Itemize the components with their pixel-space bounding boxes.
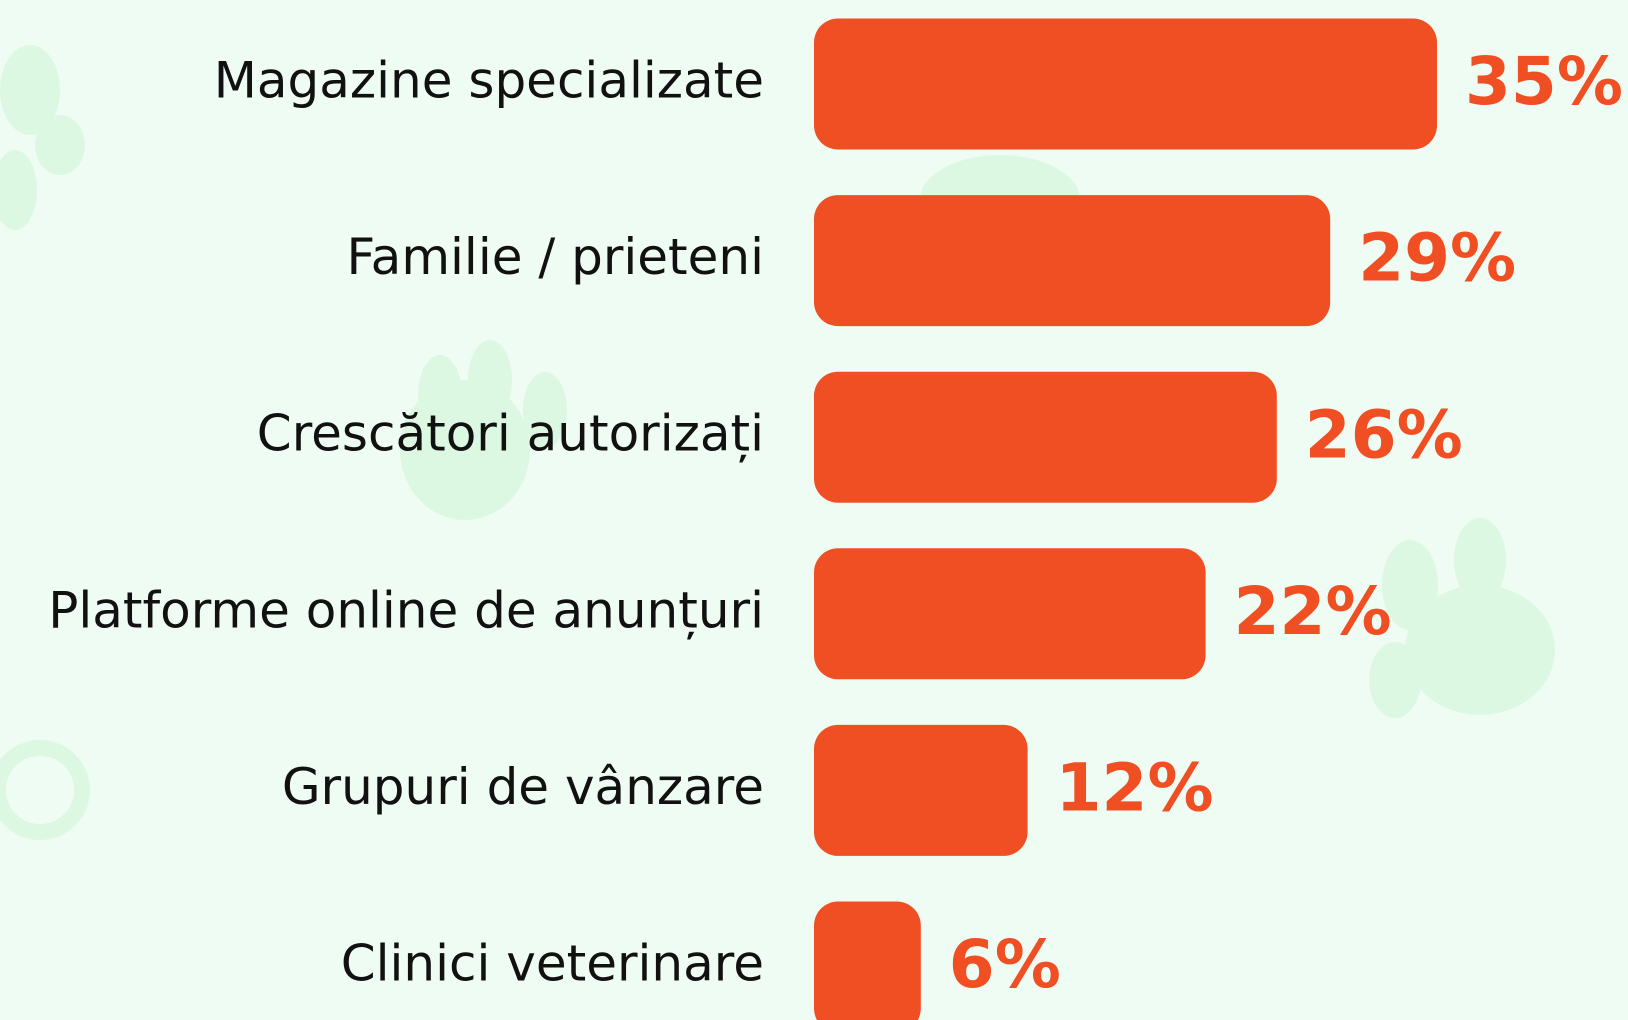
category-label: Grupuri de vânzare	[282, 758, 764, 816]
bar	[814, 901, 921, 1020]
paw-decoration	[1405, 585, 1555, 715]
value-label: 22%	[1234, 573, 1392, 650]
category-label: Platforme online de anunțuri	[48, 581, 764, 639]
value-label: 12%	[1056, 749, 1214, 826]
category-label: Familie / prieteni	[347, 228, 764, 286]
swirl-decoration	[0, 740, 90, 840]
category-label: Crescători autorizați	[257, 405, 764, 463]
paw-decoration	[0, 45, 60, 135]
bar	[814, 18, 1437, 150]
paw-decoration	[418, 355, 462, 435]
plot-area: Magazine specializate 35% Familie / priete…	[48, 18, 1623, 1020]
bar	[814, 724, 1028, 856]
paw-decoration	[1454, 518, 1506, 602]
paw-decoration	[468, 340, 512, 420]
paw-decoration	[1369, 642, 1421, 718]
category-label: Clinici veterinare	[341, 935, 764, 993]
paw-decoration	[0, 150, 37, 230]
value-label: 35%	[1465, 43, 1623, 120]
bar	[814, 195, 1331, 327]
value-label: 6%	[949, 926, 1061, 1003]
bar	[814, 371, 1277, 503]
bar	[814, 548, 1206, 680]
paw-decoration	[35, 115, 85, 175]
value-label: 29%	[1358, 220, 1516, 297]
category-label: Magazine specializate	[214, 52, 764, 110]
paw-decoration	[523, 372, 567, 448]
value-label: 26%	[1305, 396, 1463, 473]
paw-decoration	[1382, 540, 1438, 630]
